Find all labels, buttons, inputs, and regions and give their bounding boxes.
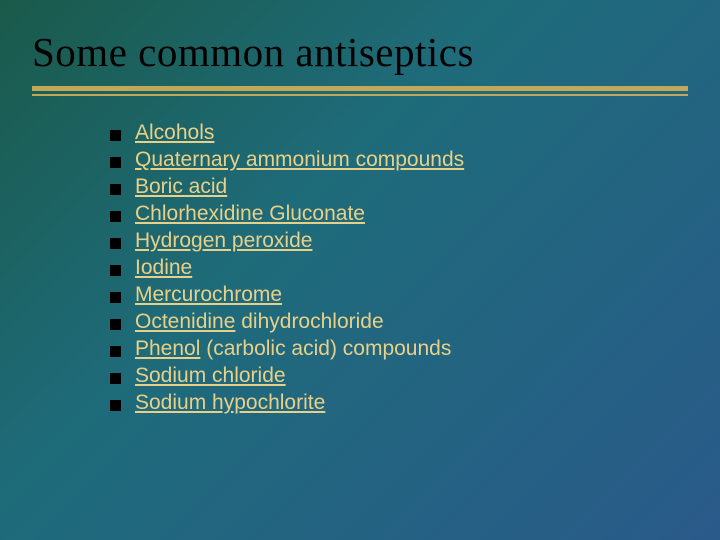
list-item-underlined: Phenol bbox=[135, 337, 200, 360]
list-item-text: Chlorhexidine Gluconate bbox=[135, 203, 365, 224]
list-item: Phenol (carbolic acid) compounds bbox=[110, 338, 720, 365]
list-item-underlined: Hydrogen peroxide bbox=[135, 229, 312, 252]
list-item-text: Octenidine dihydrochloride bbox=[135, 311, 384, 332]
list-item: Octenidine dihydrochloride bbox=[110, 311, 720, 338]
list-item-underlined: Boric acid bbox=[135, 175, 227, 198]
list-item-text: Hydrogen peroxide bbox=[135, 230, 312, 251]
list-item-text: Sodium hypochlorite bbox=[135, 392, 325, 413]
list-item: Boric acid bbox=[110, 176, 720, 203]
list-item: Alcohols bbox=[110, 122, 720, 149]
slide-title: Some common antiseptics bbox=[0, 0, 720, 76]
title-rule bbox=[0, 76, 720, 96]
bullet-icon bbox=[110, 184, 121, 195]
list-item-text: Phenol (carbolic acid) compounds bbox=[135, 338, 451, 359]
list-item-underlined: Alcohols bbox=[135, 121, 214, 144]
list-item: Quaternary ammonium compounds bbox=[110, 149, 720, 176]
bullet-icon bbox=[110, 211, 121, 222]
bullet-icon bbox=[110, 157, 121, 168]
list-item-underlined: Mercurochrome bbox=[135, 283, 282, 306]
list-item: Sodium hypochlorite bbox=[110, 392, 720, 419]
list-item-underlined: Quaternary ammonium compounds bbox=[135, 148, 464, 171]
list-item: Hydrogen peroxide bbox=[110, 230, 720, 257]
bullet-icon bbox=[110, 238, 121, 249]
list-item-plain: (carbolic acid) compounds bbox=[200, 337, 451, 360]
list-item-plain: dihydrochloride bbox=[235, 310, 383, 333]
bullet-icon bbox=[110, 346, 121, 357]
bullet-icon bbox=[110, 265, 121, 276]
list-item-text: Sodium chloride bbox=[135, 365, 286, 386]
list-item: Iodine bbox=[110, 257, 720, 284]
list-item: Sodium chloride bbox=[110, 365, 720, 392]
list-item-underlined: Chlorhexidine Gluconate bbox=[135, 202, 365, 225]
bullet-icon bbox=[110, 292, 121, 303]
list-item-underlined: Sodium hypochlorite bbox=[135, 391, 325, 414]
list-item-text: Quaternary ammonium compounds bbox=[135, 149, 464, 170]
list-item-text: Mercurochrome bbox=[135, 284, 282, 305]
bullet-icon bbox=[110, 130, 121, 141]
list-item-text: Iodine bbox=[135, 257, 192, 278]
bullet-list: Alcohols Quaternary ammonium compounds Bor… bbox=[0, 96, 720, 419]
list-item: Chlorhexidine Gluconate bbox=[110, 203, 720, 230]
rule-thick bbox=[32, 86, 688, 91]
list-item-underlined: Octenidine bbox=[135, 310, 235, 333]
list-item-text: Boric acid bbox=[135, 176, 227, 197]
slide: Some common antiseptics Alcohols Quaterna… bbox=[0, 0, 720, 540]
list-item: Mercurochrome bbox=[110, 284, 720, 311]
list-item-underlined: Iodine bbox=[135, 256, 192, 279]
bullet-icon bbox=[110, 400, 121, 411]
bullet-icon bbox=[110, 319, 121, 330]
list-item-underlined: Sodium chloride bbox=[135, 364, 286, 387]
bullet-icon bbox=[110, 373, 121, 384]
list-item-text: Alcohols bbox=[135, 122, 214, 143]
